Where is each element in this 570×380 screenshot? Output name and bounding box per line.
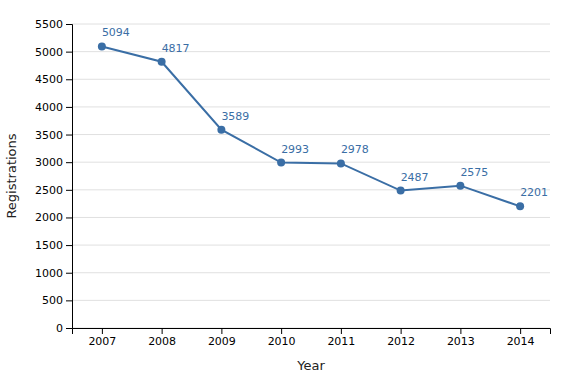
y-tick-label: 3500 — [35, 129, 63, 142]
data-label: 2575 — [460, 166, 488, 179]
y-tick-label: 4500 — [35, 73, 63, 86]
x-tick-mark — [460, 328, 461, 334]
grid-line — [72, 272, 550, 273]
grid-line — [72, 106, 550, 107]
y-tick-label: 4000 — [35, 101, 63, 114]
y-tick-label: 0 — [56, 322, 63, 335]
x-tick-mark — [221, 328, 222, 334]
y-tick-mark — [66, 135, 72, 136]
x-tick-label: 2009 — [208, 335, 236, 348]
grid-line — [72, 134, 550, 135]
y-tick-label: 3000 — [35, 156, 63, 169]
y-tick-mark — [66, 273, 72, 274]
data-label: 2993 — [281, 143, 309, 156]
y-tick: 2000 — [35, 211, 72, 224]
y-tick: 4000 — [35, 101, 72, 114]
y-tick: 1000 — [35, 267, 72, 280]
data-label: 2487 — [401, 171, 429, 184]
y-tick: 4500 — [35, 73, 72, 86]
y-tick-label: 500 — [42, 294, 63, 307]
marker — [516, 202, 524, 210]
marker — [98, 42, 106, 50]
x-tick: 2014 — [507, 328, 535, 348]
plot: 2007 2008 2009 2010 2011 2012 2013 2014 0 500 1000… — [35, 18, 551, 348]
x-tick-label: 2007 — [88, 335, 116, 348]
y-tick-label: 1000 — [35, 267, 63, 280]
x-tick: 2012 — [387, 328, 415, 348]
x-tick: 2010 — [268, 328, 296, 348]
data-label: 2978 — [341, 143, 369, 156]
marker — [158, 58, 166, 66]
data-label: 5094 — [102, 26, 130, 39]
x-tick: 2008 — [148, 328, 176, 348]
x-tick-mark — [162, 328, 163, 334]
y-tick-mark — [66, 79, 72, 80]
grid-line — [72, 79, 550, 80]
marker — [397, 187, 405, 195]
x-tick-label: 2011 — [327, 335, 355, 348]
grid-line — [72, 24, 550, 25]
x-tick-label: 2013 — [447, 335, 475, 348]
x-tick-mark — [520, 328, 521, 334]
line — [102, 46, 520, 206]
marker — [277, 159, 285, 167]
y-tick: 500 — [42, 294, 72, 307]
y-tick-mark — [66, 52, 72, 53]
y-tick-mark — [66, 162, 72, 163]
x-tick-label: 2012 — [387, 335, 415, 348]
y-tick-label: 1500 — [35, 239, 63, 252]
x-tick-mark — [401, 328, 402, 334]
data-label: 4817 — [162, 42, 190, 55]
y-tick-mark — [66, 328, 72, 329]
y-tick: 2500 — [35, 184, 72, 197]
y-tick: 5000 — [35, 46, 72, 59]
y-tick-mark — [66, 245, 72, 246]
y-tick: 5500 — [35, 18, 72, 31]
marker — [456, 182, 464, 190]
x-axis-line — [73, 329, 551, 335]
y-tick: 3000 — [35, 156, 72, 169]
marker — [337, 159, 345, 167]
y-tick-mark — [66, 300, 72, 301]
x-tick: 2009 — [208, 328, 236, 348]
grid-line — [72, 245, 550, 246]
y-tick-label: 5500 — [35, 18, 63, 31]
y-tick: 0 — [56, 322, 72, 335]
grid-line — [72, 189, 550, 190]
y-axis-line — [66, 25, 73, 329]
y-tick-mark — [66, 190, 72, 191]
chart-container: 2007 2008 2009 2010 2011 2012 2013 2014 0 500 1000… — [0, 0, 570, 380]
x-axis: 2007 2008 2009 2010 2011 2012 2013 2014 — [73, 328, 551, 348]
y-axis: 0 500 1000 1500 2000 2500 3000 3500 4000 4500 5000… — [35, 18, 73, 335]
data-label: 3589 — [221, 110, 249, 123]
x-tick-mark — [341, 328, 342, 334]
x-tick-label: 2014 — [507, 335, 535, 348]
grid-line — [72, 217, 550, 218]
y-tick: 1500 — [35, 239, 72, 252]
y-axis-title: Registrations — [4, 133, 19, 218]
data-label: 2201 — [520, 186, 548, 199]
series — [98, 42, 524, 210]
x-tick: 2011 — [327, 328, 355, 348]
x-tick-label: 2008 — [148, 335, 176, 348]
grid-line — [72, 300, 550, 301]
grid-line — [72, 51, 550, 52]
x-tick-mark — [102, 328, 103, 334]
data-labels: 5094 4817 3589 2993 2978 2487 2575 2201 — [102, 26, 548, 199]
x-tick-label: 2010 — [268, 335, 296, 348]
y-tick-label: 2000 — [35, 211, 63, 224]
chart-svg: 2007 2008 2009 2010 2011 2012 2013 2014 0 500 1000… — [0, 0, 570, 380]
y-tick-label: 2500 — [35, 184, 63, 197]
x-axis-title: Year — [296, 358, 325, 373]
y-tick-mark — [66, 24, 72, 25]
marker — [217, 126, 225, 134]
x-tick: 2007 — [88, 328, 116, 348]
y-tick-mark — [66, 217, 72, 218]
y-tick-mark — [66, 107, 72, 108]
x-tick-mark — [281, 328, 282, 334]
x-tick: 2013 — [447, 328, 475, 348]
grid — [72, 24, 550, 328]
y-tick: 3500 — [35, 129, 72, 142]
y-tick-label: 5000 — [35, 46, 63, 59]
